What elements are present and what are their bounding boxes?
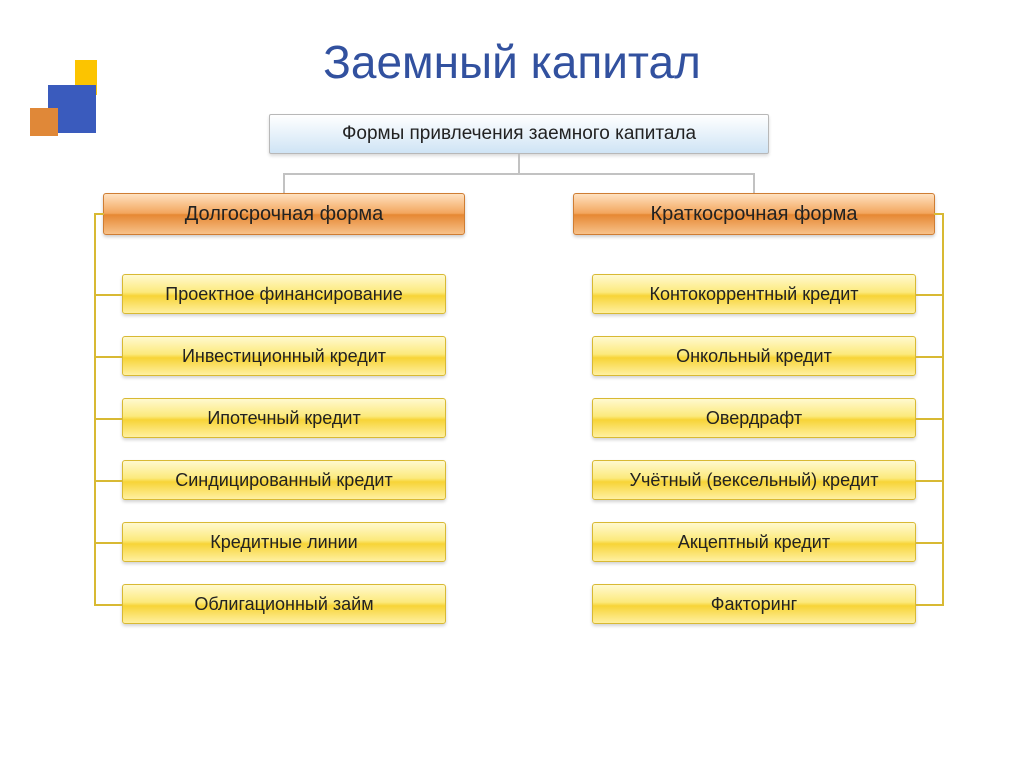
connector bbox=[94, 418, 122, 420]
list-item: Проектное финансирование bbox=[122, 274, 446, 314]
connector bbox=[283, 173, 285, 193]
connector bbox=[518, 154, 520, 174]
root-node: Формы привлечения заемного капитала bbox=[269, 114, 769, 154]
connector bbox=[94, 356, 122, 358]
connector bbox=[916, 604, 944, 606]
category-short-term: Краткосрочная форма bbox=[573, 193, 935, 235]
list-item: Онкольный кредит bbox=[592, 336, 916, 376]
list-item: Учётный (вексельный) кредит bbox=[592, 460, 916, 500]
connector bbox=[94, 542, 122, 544]
list-item: Акцептный кредит bbox=[592, 522, 916, 562]
connector bbox=[916, 356, 944, 358]
connector bbox=[916, 294, 944, 296]
category-long-term: Долгосрочная форма bbox=[103, 193, 465, 235]
list-item: Контокоррентный кредит bbox=[592, 274, 916, 314]
connector bbox=[94, 604, 122, 606]
list-item: Инвестиционный кредит bbox=[122, 336, 446, 376]
list-item: Овердрафт bbox=[592, 398, 916, 438]
connector bbox=[94, 480, 122, 482]
list-item: Синдицированный кредит bbox=[122, 460, 446, 500]
list-item: Кредитные линии bbox=[122, 522, 446, 562]
list-item: Ипотечный кредит bbox=[122, 398, 446, 438]
connector bbox=[753, 173, 755, 193]
connector bbox=[94, 213, 104, 215]
list-item: Факторинг bbox=[592, 584, 916, 624]
spine-left bbox=[94, 213, 96, 605]
connector bbox=[916, 418, 944, 420]
connector bbox=[94, 294, 122, 296]
logo-square-orange bbox=[30, 108, 58, 136]
connector bbox=[916, 542, 944, 544]
list-item: Облигационный займ bbox=[122, 584, 446, 624]
connector bbox=[283, 173, 755, 175]
connector bbox=[916, 480, 944, 482]
connector bbox=[934, 213, 944, 215]
slide-title: Заемный капитал bbox=[0, 35, 1024, 89]
spine-right bbox=[942, 213, 944, 605]
